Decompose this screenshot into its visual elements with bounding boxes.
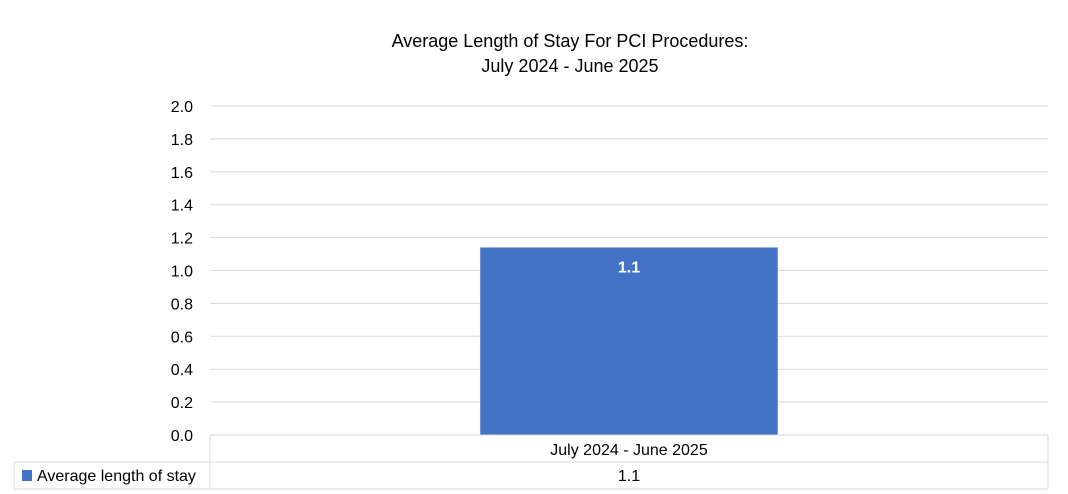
y-tick-label: 1.8 [171, 132, 193, 149]
legend-label: Average length of stay [37, 468, 196, 485]
y-tick-label: 2.0 [171, 99, 193, 116]
y-tick-label: 1.2 [171, 231, 193, 248]
y-tick-label: 0.8 [171, 296, 193, 313]
y-tick-label: 1.0 [171, 264, 193, 281]
y-tick-label: 0.0 [171, 428, 193, 445]
table-value: 1.1 [618, 468, 640, 485]
y-tick-label: 0.2 [171, 395, 193, 412]
chart-title-line-1: Average Length of Stay For PCI Procedure… [392, 31, 749, 51]
chart-title-line-2: July 2024 - June 2025 [481, 56, 658, 76]
data-label: 1.1 [618, 259, 640, 276]
y-tick-label: 1.4 [171, 198, 193, 215]
y-tick-label: 1.6 [171, 165, 193, 182]
legend-key [22, 470, 32, 481]
bar [480, 247, 778, 435]
y-tick-label: 0.6 [171, 329, 193, 346]
y-tick-label: 0.4 [171, 362, 193, 379]
x-category-label: July 2024 - June 2025 [550, 442, 708, 459]
